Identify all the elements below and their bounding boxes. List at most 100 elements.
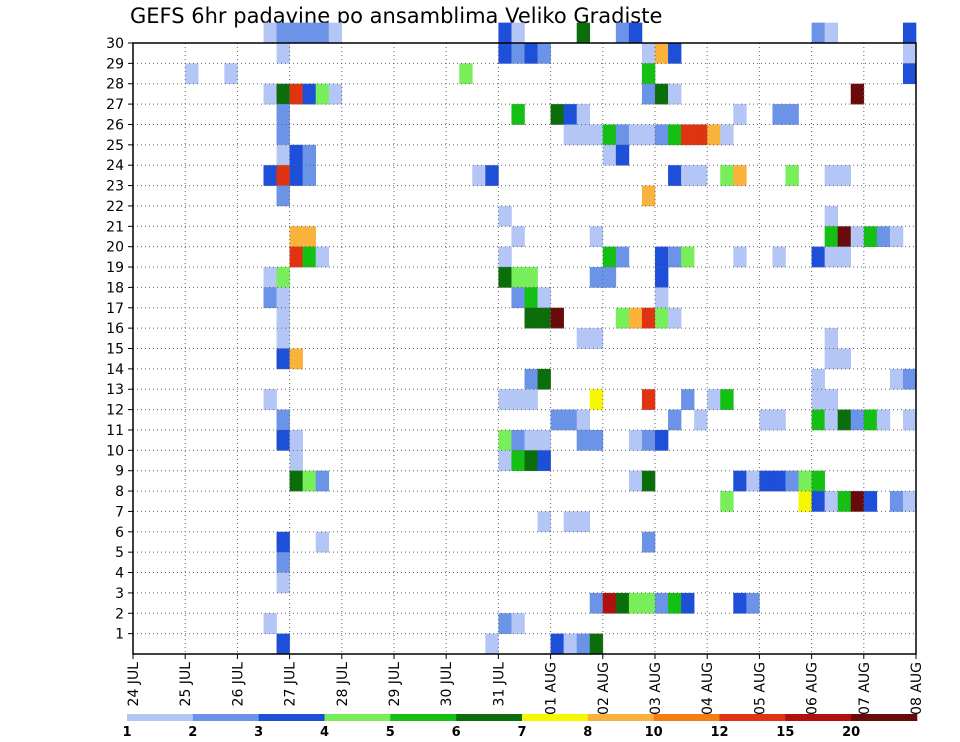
heatmap-cell — [315, 470, 330, 492]
x-tick-label: 31 JUL — [491, 662, 507, 707]
heatmap-cell — [498, 450, 512, 471]
heatmap-cell — [537, 307, 551, 329]
heatmap-cell — [537, 511, 551, 533]
heatmap-cell — [694, 124, 708, 146]
heatmap-cell — [655, 124, 669, 146]
heatmap-cell — [263, 613, 277, 634]
heatmap-cell — [524, 389, 538, 410]
heatmap-cell — [811, 22, 825, 44]
heatmap-cell — [694, 165, 708, 186]
heatmap-cell — [668, 124, 682, 146]
heatmap-cell — [302, 226, 316, 247]
heatmap-cell — [315, 22, 330, 44]
heatmap-cell — [746, 592, 760, 614]
heatmap-cell — [289, 429, 303, 451]
heatmap-cell — [641, 83, 656, 105]
heatmap-cell — [289, 22, 303, 44]
heatmap-cell — [289, 165, 303, 186]
heatmap-cell — [550, 633, 564, 655]
heatmap-cell — [511, 43, 525, 64]
heatmap-cell — [811, 491, 825, 512]
heatmap-cell — [524, 287, 538, 309]
heatmap-cell — [498, 43, 512, 64]
heatmap-cell — [641, 307, 656, 329]
heatmap-cell — [263, 83, 277, 105]
heatmap-cell — [315, 531, 330, 553]
heatmap-cell — [720, 124, 734, 146]
heatmap-cell — [589, 633, 604, 655]
heatmap-cell — [772, 470, 786, 492]
y-tick-label: 24 — [106, 158, 124, 174]
heatmap-cell — [641, 185, 656, 207]
heatmap-cell — [720, 389, 734, 410]
heatmap-cell — [615, 307, 630, 329]
heatmap-cell — [511, 104, 525, 125]
heatmap-cell — [628, 307, 643, 329]
y-tick-label: 3 — [115, 586, 124, 602]
colorbar-swatch — [192, 714, 259, 721]
heatmap-cell — [902, 43, 917, 64]
heatmap-cell — [668, 592, 682, 614]
heatmap-cell — [589, 429, 604, 451]
heatmap-cell — [615, 144, 630, 166]
y-tick-label: 22 — [106, 199, 124, 215]
heatmap-cell — [589, 226, 604, 247]
heatmap-cell — [889, 491, 904, 512]
heatmap-cell — [837, 348, 852, 370]
heatmap-cell — [563, 124, 577, 146]
heatmap-cell — [524, 450, 538, 471]
heatmap-cell — [824, 409, 838, 431]
heatmap-cell — [733, 470, 747, 492]
y-tick-label: 18 — [106, 280, 124, 296]
heatmap-cell — [263, 22, 277, 44]
heatmap-cell — [863, 409, 878, 431]
heatmap-cell — [276, 165, 290, 186]
heatmap-cell — [798, 470, 812, 492]
heatmap-cell — [276, 104, 290, 125]
heatmap-cell — [524, 429, 538, 451]
heatmap-cell — [889, 226, 904, 247]
heatmap-cell — [785, 104, 799, 125]
heatmap-cell — [276, 633, 290, 655]
heatmap-cell — [628, 124, 643, 146]
heatmap-cell — [628, 22, 643, 44]
heatmap-cell — [785, 165, 799, 186]
heatmap-cell — [459, 63, 473, 85]
heatmap-cell — [681, 124, 695, 146]
heatmap-cell — [289, 450, 303, 471]
y-tick-label: 20 — [106, 240, 124, 256]
heatmap-cell — [837, 165, 852, 186]
heatmap-cell — [655, 246, 669, 268]
heatmap-cell — [602, 144, 617, 166]
heatmap-cell — [537, 368, 551, 390]
colorbar-label: 7 — [517, 725, 526, 740]
heatmap-cell — [681, 165, 695, 186]
heatmap-cell — [668, 307, 682, 329]
heatmap-cell — [589, 124, 604, 146]
heatmap-cell — [615, 592, 630, 614]
y-tick-label: 6 — [115, 525, 124, 541]
y-tick-label: 27 — [106, 97, 124, 113]
heatmap-cell — [902, 409, 917, 431]
heatmap-cell — [511, 287, 525, 309]
heatmap-cell — [302, 470, 316, 492]
colorbar-label: 12 — [710, 725, 728, 740]
heatmap-cell — [863, 226, 878, 247]
heatmap-cell — [576, 633, 591, 655]
heatmap-cell — [550, 104, 564, 125]
heatmap-cell — [824, 226, 838, 247]
heatmap-cell — [472, 165, 486, 186]
heatmap-cell — [628, 429, 643, 451]
heatmap-cell — [511, 22, 525, 44]
heatmap-cell — [589, 389, 604, 410]
colorbar-swatch — [719, 714, 786, 721]
x-tick-label: 03 AUG — [648, 662, 664, 715]
heatmap-cell — [641, 592, 656, 614]
heatmap-cell — [602, 592, 617, 614]
heatmap-cell — [302, 22, 316, 44]
heatmap-cell — [850, 409, 865, 431]
heatmap-cell — [563, 511, 577, 533]
colorbar-label: 8 — [583, 725, 592, 740]
heatmap-cell — [602, 246, 617, 268]
y-tick-label: 26 — [106, 117, 124, 133]
